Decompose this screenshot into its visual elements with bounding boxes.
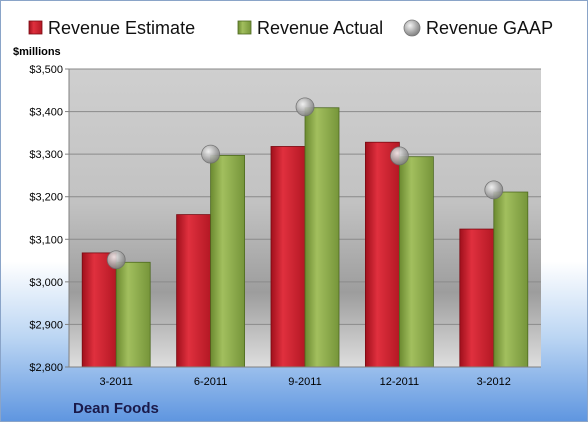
legend-label-estimate: Revenue Estimate (48, 18, 195, 38)
y-tick-label: $3,300 (29, 149, 63, 161)
gaap-markers (106, 97, 504, 270)
legend-swatch-estimate (28, 20, 43, 35)
estimate-bar (81, 252, 117, 368)
actual-bar (210, 155, 246, 368)
x-tick-label: 3-2012 (477, 376, 511, 388)
legend-label-actual: Revenue Actual (257, 18, 383, 38)
bars (81, 107, 529, 368)
actual-bar (304, 107, 340, 368)
legend: Revenue Estimate Revenue Actual Revenue … (28, 18, 553, 38)
y-tick-label: $3,500 (29, 64, 63, 76)
estimate-bar (270, 146, 306, 368)
estimate-bar (364, 141, 400, 368)
actual-bar (398, 156, 434, 368)
x-axis: 3-2011 6-2011 9-2011 12-2011 3-2012 (69, 366, 541, 388)
y-axis-unit: $millions (13, 46, 61, 58)
gaap-marker (201, 144, 221, 164)
y-tick-label: $3,000 (29, 277, 63, 289)
x-tick-label: 6-2011 (194, 376, 227, 388)
estimate-bar (459, 228, 495, 368)
x-tick-label: 9-2011 (288, 376, 321, 388)
x-tick-label: 12-2011 (380, 376, 420, 388)
legend-swatch-actual (237, 20, 252, 35)
y-tick-label: $2,800 (29, 362, 63, 374)
gaap-marker (295, 97, 315, 117)
legend-label-gaap: Revenue GAAP (426, 18, 553, 38)
estimate-bar (176, 214, 212, 368)
x-tick-label: 3-2011 (99, 376, 132, 388)
gaap-marker (106, 250, 126, 270)
gaap-marker (389, 146, 409, 166)
y-tick-label: $3,400 (29, 107, 63, 119)
legend-marker-gaap (403, 19, 421, 37)
actual-bar (115, 261, 151, 368)
gaap-marker (484, 180, 504, 200)
company-name: Dean Foods (73, 400, 159, 417)
actual-bar (493, 191, 529, 368)
y-tick-label: $3,200 (29, 192, 63, 204)
y-tick-label: $3,100 (29, 234, 63, 246)
y-tick-label: $2,900 (29, 319, 63, 331)
y-axis: $2,800 $2,900 $3,000 $3,100 $3,200 $3,300 $3,4… (29, 64, 70, 374)
